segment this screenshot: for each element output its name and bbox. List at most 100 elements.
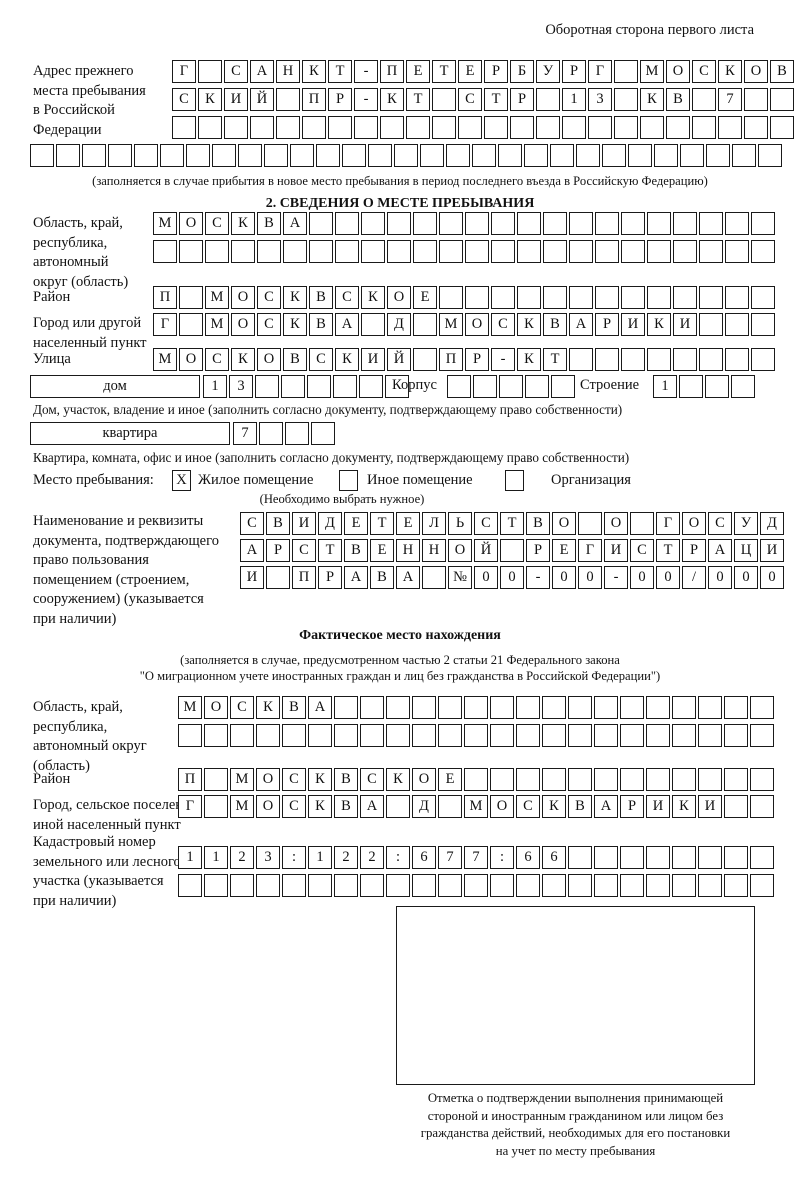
form-cell[interactable] <box>178 724 202 747</box>
form-cell[interactable]: О <box>412 768 436 791</box>
form-cell[interactable] <box>257 240 281 263</box>
form-cell[interactable]: М <box>439 313 463 336</box>
form-cell[interactable] <box>283 240 307 263</box>
form-cell[interactable]: 1 <box>308 846 332 869</box>
form-cell[interactable] <box>387 212 411 235</box>
form-cell[interactable] <box>751 348 775 371</box>
form-cell[interactable]: 7 <box>718 88 742 111</box>
form-cell[interactable]: 0 <box>578 566 602 589</box>
form-cell[interactable]: Й <box>387 348 411 371</box>
form-cell[interactable] <box>647 240 671 263</box>
form-cell[interactable] <box>705 375 729 398</box>
form-cell[interactable]: Д <box>318 512 342 535</box>
form-cell[interactable] <box>204 795 228 818</box>
form-cell[interactable]: Р <box>328 88 352 111</box>
form-cell[interactable]: О <box>744 60 768 83</box>
form-cell[interactable] <box>360 696 384 719</box>
form-cell[interactable]: Е <box>413 286 437 309</box>
form-cell[interactable] <box>413 240 437 263</box>
form-cell[interactable] <box>646 846 670 869</box>
form-cell[interactable] <box>551 375 575 398</box>
form-cell[interactable] <box>576 144 600 167</box>
form-cell[interactable] <box>334 724 358 747</box>
form-cell[interactable] <box>750 795 774 818</box>
form-cell[interactable] <box>569 286 593 309</box>
form-cell[interactable] <box>647 348 671 371</box>
form-cell[interactable]: П <box>292 566 316 589</box>
form-cell[interactable] <box>334 874 358 897</box>
form-cell[interactable] <box>750 846 774 869</box>
form-cell[interactable] <box>360 724 384 747</box>
form-cell[interactable] <box>620 874 644 897</box>
stroenie-cells[interactable]: 1 <box>653 375 757 398</box>
form-cell[interactable] <box>406 116 430 139</box>
form-cell[interactable] <box>699 348 723 371</box>
form-cell[interactable] <box>569 240 593 263</box>
form-cell[interactable] <box>438 724 462 747</box>
form-cell[interactable] <box>464 724 488 747</box>
form-cell[interactable] <box>699 286 723 309</box>
form-cell[interactable]: 0 <box>760 566 784 589</box>
form-cell[interactable]: Т <box>484 88 508 111</box>
form-cell[interactable] <box>438 795 462 818</box>
form-cell[interactable]: Р <box>484 60 508 83</box>
form-cell[interactable] <box>732 144 756 167</box>
form-cell[interactable]: К <box>198 88 222 111</box>
form-cell[interactable]: Г <box>153 313 177 336</box>
form-cell[interactable] <box>595 286 619 309</box>
form-cell[interactable] <box>621 240 645 263</box>
form-cell[interactable]: С <box>692 60 716 83</box>
checkbox-inoe[interactable] <box>339 470 358 491</box>
form-cell[interactable] <box>335 212 359 235</box>
form-cell[interactable]: Р <box>526 539 550 562</box>
form-cell[interactable]: Р <box>682 539 706 562</box>
form-cell[interactable] <box>758 144 782 167</box>
form-cell[interactable]: 1 <box>178 846 202 869</box>
form-cell[interactable]: И <box>604 539 628 562</box>
form-cell[interactable] <box>490 724 514 747</box>
form-cell[interactable] <box>594 696 618 719</box>
form-cell[interactable] <box>542 874 566 897</box>
form-cell[interactable] <box>499 375 523 398</box>
form-cell[interactable]: Т <box>370 512 394 535</box>
form-cell[interactable] <box>620 846 644 869</box>
form-cell[interactable]: Й <box>250 88 274 111</box>
form-cell[interactable] <box>724 696 748 719</box>
form-cell[interactable] <box>385 375 409 398</box>
form-cell[interactable] <box>699 313 723 336</box>
form-cell[interactable]: К <box>361 286 385 309</box>
form-cell[interactable] <box>510 116 534 139</box>
form-cell[interactable]: С <box>282 795 306 818</box>
form-cell[interactable]: М <box>153 212 177 235</box>
form-cell[interactable]: Д <box>760 512 784 535</box>
form-cell[interactable] <box>438 874 462 897</box>
form-cell[interactable] <box>359 375 383 398</box>
form-cell[interactable] <box>500 539 524 562</box>
form-cell[interactable] <box>413 313 437 336</box>
form-cell[interactable]: 0 <box>656 566 680 589</box>
form-cell[interactable] <box>614 88 638 111</box>
form-cell[interactable] <box>536 116 560 139</box>
form-cell[interactable]: М <box>178 696 202 719</box>
form-cell[interactable]: Т <box>500 512 524 535</box>
form-cell[interactable] <box>543 212 567 235</box>
form-cell[interactable]: Р <box>620 795 644 818</box>
form-cell[interactable] <box>179 240 203 263</box>
form-cell[interactable] <box>517 286 541 309</box>
form-cell[interactable] <box>281 375 305 398</box>
form-cell[interactable] <box>276 88 300 111</box>
form-cell[interactable] <box>361 212 385 235</box>
form-cell[interactable]: С <box>458 88 482 111</box>
form-cell[interactable]: В <box>666 88 690 111</box>
form-cell[interactable] <box>412 724 436 747</box>
form-cell[interactable] <box>744 116 768 139</box>
form-cell[interactable] <box>543 286 567 309</box>
form-cell[interactable] <box>725 313 749 336</box>
form-cell[interactable] <box>307 375 331 398</box>
form-cell[interactable]: К <box>672 795 696 818</box>
form-cell[interactable] <box>698 724 722 747</box>
